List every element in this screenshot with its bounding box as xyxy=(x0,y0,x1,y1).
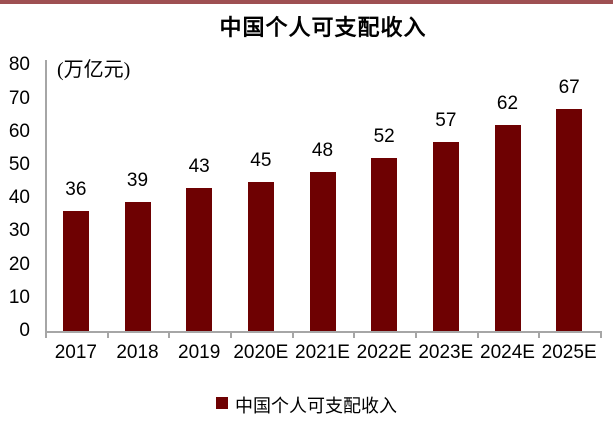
y-axis-tick-label: 0 xyxy=(19,320,30,341)
top-accent-line xyxy=(0,0,613,4)
x-axis-category-label: 2023E xyxy=(418,342,474,363)
bar xyxy=(309,171,336,331)
bar-value-label: 48 xyxy=(311,139,334,161)
bar xyxy=(371,158,398,331)
bar xyxy=(62,211,89,331)
legend: 中国个人可支配收入 xyxy=(0,392,613,418)
x-axis-tick xyxy=(476,333,479,338)
y-axis-unit-label: (万亿元) xyxy=(57,59,131,81)
x-axis-category-label: 2024E xyxy=(480,342,535,363)
x-axis-tick xyxy=(45,333,47,338)
legend-marker xyxy=(216,397,228,409)
y-axis-tick-label: 70 xyxy=(8,87,30,109)
x-axis-tick xyxy=(230,333,232,338)
y-axis-tick-label: 30 xyxy=(8,220,30,242)
y-axis-tick-label: 50 xyxy=(8,154,30,175)
bar xyxy=(124,201,151,331)
y-axis-tick-label: 40 xyxy=(8,187,30,209)
bar-value-label: 52 xyxy=(373,126,395,148)
x-axis-category-label: 2025E xyxy=(541,342,597,363)
y-axis-line xyxy=(45,60,47,333)
x-axis-line xyxy=(45,331,602,333)
bar-value-label: 45 xyxy=(250,149,272,171)
bar xyxy=(186,188,213,331)
x-axis-tick xyxy=(106,333,109,338)
bar xyxy=(432,141,459,331)
bar xyxy=(494,125,521,331)
y-axis-tick-label: 80 xyxy=(8,54,30,76)
x-axis-tick xyxy=(291,333,294,338)
bar-value-label: 43 xyxy=(188,156,210,178)
x-axis-category-label: 2022E xyxy=(356,342,412,363)
x-axis-category-label: 2018 xyxy=(116,342,159,363)
bar-value-label: 39 xyxy=(126,169,149,191)
x-axis-tick xyxy=(415,333,417,338)
y-axis-tick-label: 60 xyxy=(8,120,30,142)
x-axis-tick xyxy=(168,333,171,338)
bar xyxy=(247,181,274,331)
x-axis-category-label: 2019 xyxy=(178,342,221,363)
bar-value-label: 67 xyxy=(558,76,580,98)
bar-value-label: 36 xyxy=(65,179,87,201)
y-axis-tick-label: 10 xyxy=(8,286,30,308)
x-axis-tick xyxy=(538,333,541,338)
y-axis-tick-label: 20 xyxy=(8,253,30,275)
x-axis-category-label: 2021E xyxy=(295,342,350,363)
legend-label: 中国个人可支配收入 xyxy=(235,396,397,416)
bar-value-label: 62 xyxy=(496,93,519,115)
bar xyxy=(556,108,583,331)
x-axis-category-label: 2020E xyxy=(233,342,289,363)
x-axis-tick xyxy=(600,333,602,338)
bar-value-label: 57 xyxy=(435,109,457,131)
chart-title: 中国个人可支配收入 xyxy=(219,15,427,40)
x-axis-category-label: 2017 xyxy=(54,342,97,363)
x-axis-tick xyxy=(353,333,356,338)
